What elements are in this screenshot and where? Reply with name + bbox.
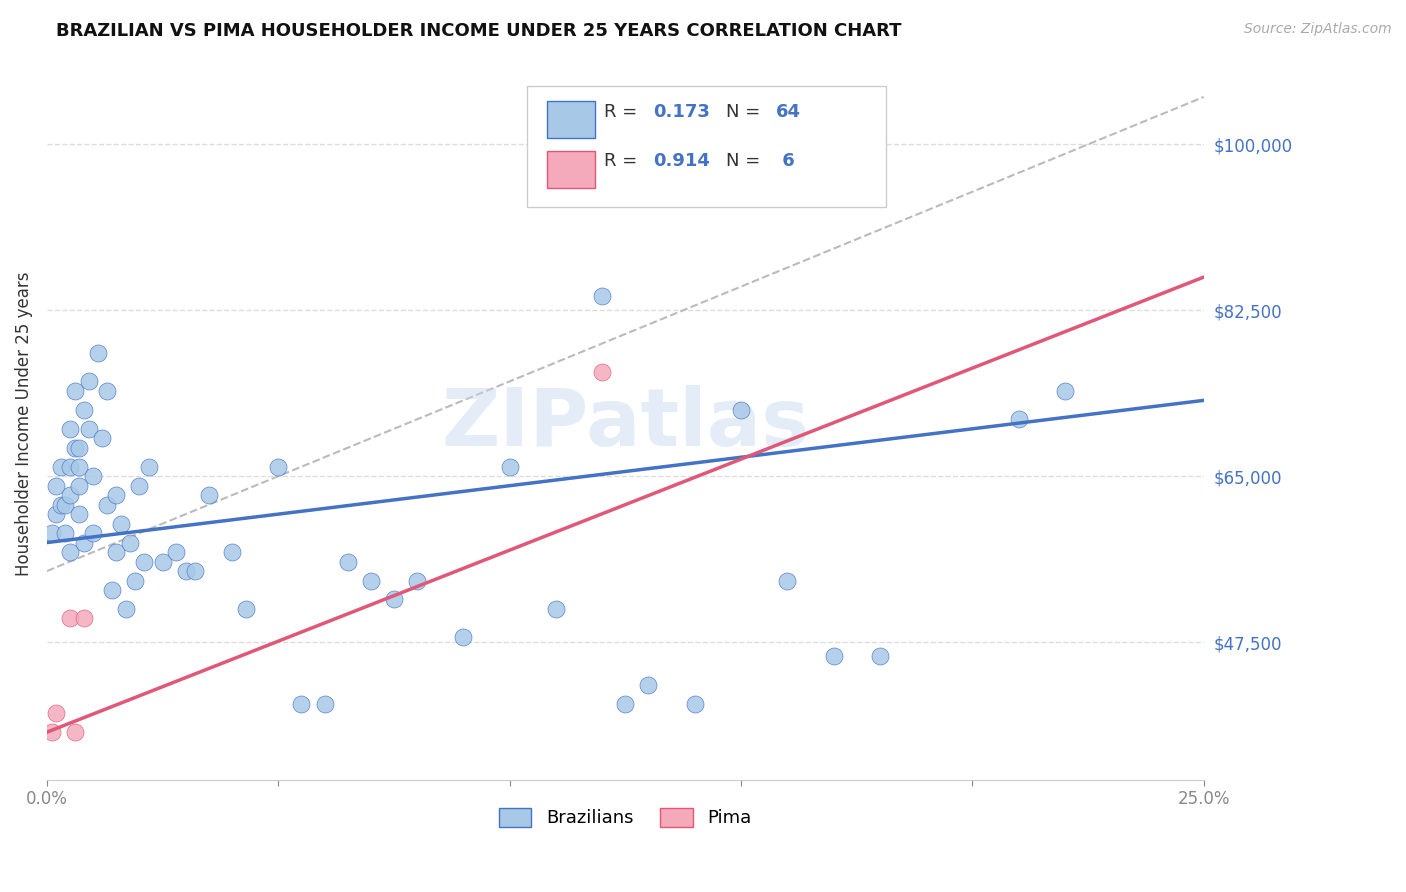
- Point: [382, 592, 405, 607]
- Bar: [547, 151, 595, 188]
- Legend: Brazilians, Pima: Brazilians, Pima: [492, 801, 759, 835]
- Point: [591, 289, 613, 303]
- Point: [314, 697, 336, 711]
- Point: [614, 697, 637, 711]
- Point: [59, 611, 82, 625]
- Point: [221, 545, 243, 559]
- Point: [730, 402, 752, 417]
- Point: [45, 507, 67, 521]
- Point: [776, 574, 799, 588]
- Point: [128, 479, 150, 493]
- Text: Source: ZipAtlas.com: Source: ZipAtlas.com: [1244, 22, 1392, 37]
- Point: [198, 488, 221, 502]
- Point: [637, 678, 659, 692]
- Text: BRAZILIAN VS PIMA HOUSEHOLDER INCOME UNDER 25 YEARS CORRELATION CHART: BRAZILIAN VS PIMA HOUSEHOLDER INCOME UND…: [56, 22, 901, 40]
- Point: [63, 441, 86, 455]
- Point: [498, 459, 520, 474]
- Text: N =: N =: [725, 153, 766, 170]
- Point: [360, 574, 382, 588]
- Point: [267, 459, 290, 474]
- Point: [77, 422, 100, 436]
- Bar: [547, 101, 595, 138]
- Point: [45, 479, 67, 493]
- Point: [114, 602, 136, 616]
- Point: [96, 384, 118, 398]
- Point: [105, 545, 128, 559]
- Text: ZIPatlas: ZIPatlas: [441, 385, 810, 463]
- Point: [49, 498, 72, 512]
- Point: [166, 545, 188, 559]
- Point: [544, 602, 567, 616]
- Text: 6: 6: [776, 153, 794, 170]
- Point: [73, 402, 96, 417]
- Point: [67, 459, 90, 474]
- Point: [138, 459, 160, 474]
- Point: [59, 459, 82, 474]
- Point: [124, 574, 146, 588]
- Point: [235, 602, 257, 616]
- Point: [41, 725, 63, 739]
- Point: [869, 649, 891, 664]
- Point: [49, 459, 72, 474]
- Point: [1007, 412, 1029, 426]
- Text: 64: 64: [776, 103, 800, 120]
- Point: [100, 582, 122, 597]
- Point: [174, 564, 197, 578]
- Text: R =: R =: [605, 153, 644, 170]
- Point: [45, 706, 67, 721]
- FancyBboxPatch shape: [527, 87, 886, 207]
- Point: [184, 564, 207, 578]
- Point: [82, 469, 104, 483]
- Point: [67, 441, 90, 455]
- Point: [73, 535, 96, 549]
- Point: [67, 479, 90, 493]
- Point: [59, 422, 82, 436]
- Point: [96, 498, 118, 512]
- Point: [120, 535, 142, 549]
- Point: [406, 574, 429, 588]
- Point: [41, 526, 63, 541]
- Point: [132, 555, 155, 569]
- Point: [55, 526, 77, 541]
- Point: [77, 375, 100, 389]
- Text: R =: R =: [605, 103, 644, 120]
- Point: [91, 431, 114, 445]
- Text: 0.914: 0.914: [652, 153, 710, 170]
- Point: [336, 555, 359, 569]
- Point: [87, 346, 110, 360]
- Point: [73, 611, 96, 625]
- Point: [290, 697, 312, 711]
- Point: [67, 507, 90, 521]
- Point: [152, 555, 174, 569]
- Point: [823, 649, 845, 664]
- Point: [63, 725, 86, 739]
- Point: [110, 516, 132, 531]
- Point: [63, 384, 86, 398]
- Y-axis label: Householder Income Under 25 years: Householder Income Under 25 years: [15, 272, 32, 576]
- Point: [55, 498, 77, 512]
- Point: [1053, 384, 1076, 398]
- Point: [59, 545, 82, 559]
- Point: [591, 365, 613, 379]
- Text: N =: N =: [725, 103, 766, 120]
- Text: 0.173: 0.173: [652, 103, 710, 120]
- Point: [82, 526, 104, 541]
- Point: [105, 488, 128, 502]
- Point: [453, 631, 475, 645]
- Point: [683, 697, 706, 711]
- Point: [59, 488, 82, 502]
